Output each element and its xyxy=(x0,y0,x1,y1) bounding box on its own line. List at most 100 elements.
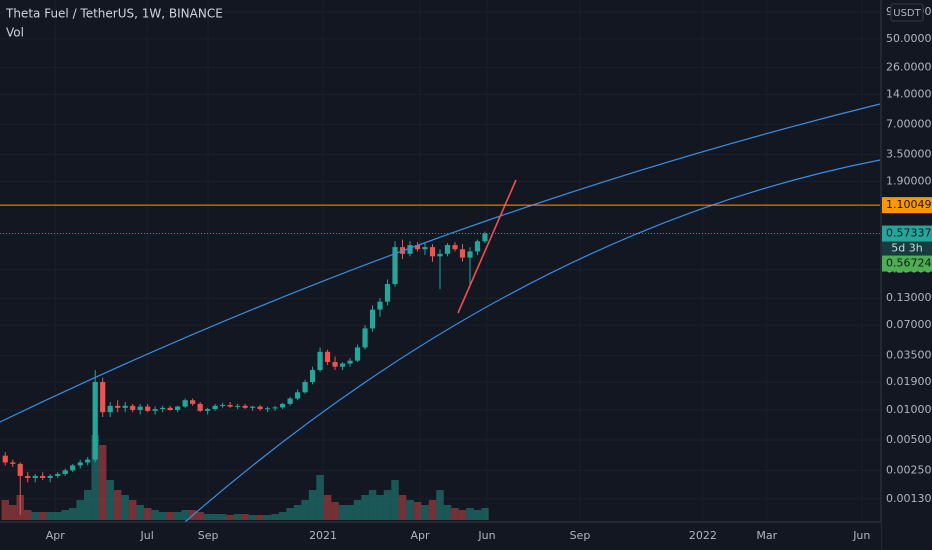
volume-bar xyxy=(128,500,137,520)
volume-bar xyxy=(436,490,444,520)
candle-body xyxy=(212,405,218,410)
y-tick-label: 0.00500 xyxy=(886,433,932,446)
candle-body xyxy=(354,347,361,361)
volume-bar xyxy=(31,512,39,520)
y-tick-label: 3.50000 xyxy=(886,148,932,161)
volume-bar xyxy=(301,500,309,520)
candle-body xyxy=(309,370,316,382)
volume-bar xyxy=(256,515,264,520)
candle-body xyxy=(264,408,271,410)
volume-bar xyxy=(91,435,99,520)
volume-bar xyxy=(23,510,32,520)
volume-bar xyxy=(196,512,204,520)
candle-body xyxy=(47,475,53,478)
volume-bar xyxy=(323,495,332,520)
price-lines xyxy=(0,204,880,235)
candle-body xyxy=(407,245,413,254)
volume-bar xyxy=(406,500,414,520)
volume-bar xyxy=(421,505,429,520)
x-tick-label: 2021 xyxy=(309,529,337,542)
x-tick-label: Sep xyxy=(570,529,591,542)
x-tick-label: Mar xyxy=(756,529,777,542)
volume-bar xyxy=(8,505,17,520)
chart-title: Theta Fuel / TetherUS, 1W, BINANCE xyxy=(5,7,223,21)
candle-body xyxy=(302,381,308,393)
candle-body xyxy=(115,405,121,408)
candle-body xyxy=(25,475,31,478)
volume-label: Vol xyxy=(6,26,24,40)
candle-body xyxy=(429,247,436,257)
y-tick-label: 50.00000 xyxy=(886,32,932,45)
x-tick-label: Jul xyxy=(140,529,154,542)
candle-body xyxy=(55,473,61,476)
volume-bar xyxy=(1,500,9,520)
candle-body xyxy=(182,400,188,407)
volume-bar xyxy=(151,510,159,520)
y-tick-label: 0.00130 xyxy=(886,492,932,505)
candle-body xyxy=(467,251,473,258)
volume-bar xyxy=(376,495,384,520)
volume-bar xyxy=(61,510,69,520)
volume-bar xyxy=(293,505,302,520)
volume-bar xyxy=(391,480,399,520)
candle-body xyxy=(70,465,76,471)
candle-body xyxy=(324,351,331,363)
candle-body xyxy=(317,351,323,371)
y-tick-label: 0.01900 xyxy=(886,375,932,388)
volume-bar xyxy=(346,505,354,520)
candle-body xyxy=(92,381,98,460)
volume-bar xyxy=(331,502,339,520)
volume-bar xyxy=(413,502,422,520)
drawings xyxy=(0,103,881,523)
volume-bar xyxy=(83,490,92,520)
volume-bar xyxy=(158,512,167,520)
candle-body xyxy=(100,381,106,413)
volume-bar xyxy=(136,505,144,520)
upper-channel-curve xyxy=(0,103,881,423)
candle-body xyxy=(40,475,46,478)
candle-body xyxy=(250,406,256,408)
lower-channel-curve xyxy=(184,159,881,523)
volume-bar xyxy=(203,514,212,520)
candle-body xyxy=(205,409,211,411)
candle-body xyxy=(152,409,158,411)
candle-body xyxy=(175,406,181,410)
candle-body xyxy=(339,363,346,367)
volume-bar xyxy=(458,510,467,520)
volume-bar xyxy=(106,480,114,520)
candle-body xyxy=(437,253,443,257)
y-tick-label: 26.00000 xyxy=(886,60,932,73)
x-tick-label: Jun xyxy=(852,529,870,542)
volume-bar xyxy=(76,500,84,520)
candle-body xyxy=(167,407,173,410)
volume-bar xyxy=(398,495,407,520)
candle-body xyxy=(384,284,391,302)
volume-bar xyxy=(211,514,219,520)
candle-body xyxy=(62,470,68,474)
volume-bar xyxy=(451,508,459,520)
grid xyxy=(0,0,880,520)
candle-body xyxy=(362,328,368,348)
candle-body xyxy=(459,249,466,258)
y-tick-label: 0.13000 xyxy=(886,291,932,304)
volume-bar xyxy=(98,445,107,520)
candle-body xyxy=(137,406,143,410)
bid-label: 0.56724 xyxy=(886,257,932,270)
volume-pane xyxy=(1,435,489,520)
candle-body xyxy=(130,405,136,410)
y-tick-label: 0.00250 xyxy=(886,463,932,476)
candle-body xyxy=(257,406,263,410)
currency-box xyxy=(890,3,924,22)
price-label-box xyxy=(882,197,932,214)
volume-bar xyxy=(248,515,257,520)
y-tick-label: 0.07000 xyxy=(886,318,932,331)
volume-bar xyxy=(181,510,189,520)
candle-body xyxy=(474,241,481,252)
candle-body xyxy=(220,405,226,407)
candle-body xyxy=(197,403,203,411)
candle-body xyxy=(414,245,421,250)
y-tick-label: 0.01000 xyxy=(886,403,932,416)
